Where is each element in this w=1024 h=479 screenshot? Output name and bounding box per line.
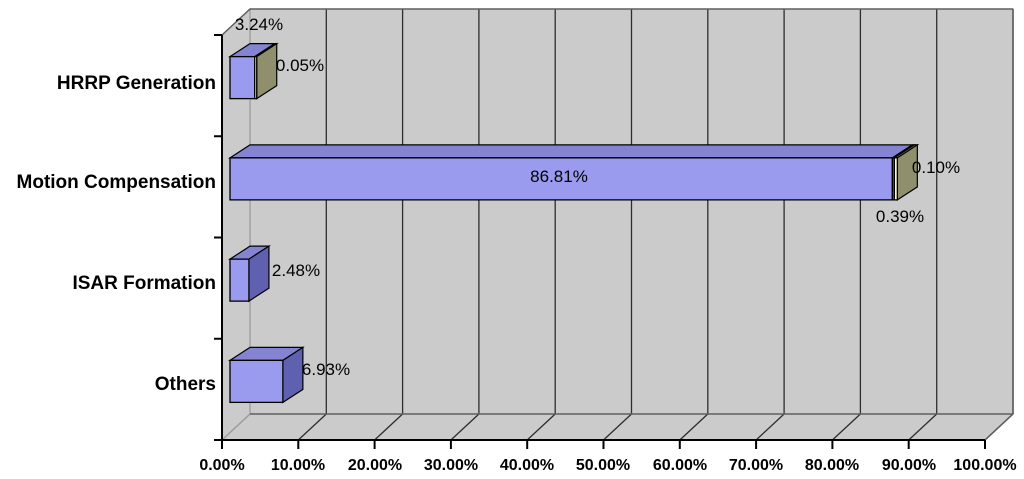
data-label-motion-seg3: 0.39% [875, 207, 925, 226]
bar-others [227, 346, 305, 404]
x-axis-tick-label: 70.00% [728, 457, 784, 474]
x-axis-tick-label: 0.00% [199, 457, 245, 474]
x-axis-tick-label: 40.00% [499, 457, 555, 474]
data-label-others-seg1: 6.93% [301, 360, 351, 379]
x-axis-tick-label: 10.00% [270, 457, 326, 474]
category-label-others: Others [154, 374, 216, 395]
data-label-motion-seg1: 86.81% [530, 167, 588, 186]
x-axis-tick-label: 50.00% [575, 457, 631, 474]
x-axis-tick-label: 100.00% [953, 457, 1017, 474]
data-label-motion-seg2: 0.10% [911, 158, 961, 177]
x-axis-tick-label: 20.00% [347, 457, 403, 474]
x-axis-tick-label: 90.00% [881, 457, 937, 474]
bar-hrrp-generation [227, 42, 279, 100]
category-label-motion-compensation: Motion Compensation [16, 172, 216, 193]
data-label-hrrp-seg1: 3.24% [234, 15, 284, 34]
x-axis-tick-label: 30.00% [423, 457, 479, 474]
data-label-isar-seg1: 2.48% [271, 261, 321, 280]
category-label-hrrp-generation: HRRP Generation [56, 73, 216, 94]
axes [214, 34, 986, 449]
bar-isar-formation [227, 245, 271, 303]
x-axis-tick-label: 80.00% [804, 457, 860, 474]
x-axis-tick-label: 60.00% [652, 457, 708, 474]
category-label-isar-formation: ISAR Formation [72, 273, 216, 294]
data-label-hrrp-seg3: 0.05% [275, 56, 325, 75]
chart-frame [221, 8, 1014, 441]
bar-motion-compensation [227, 143, 920, 201]
